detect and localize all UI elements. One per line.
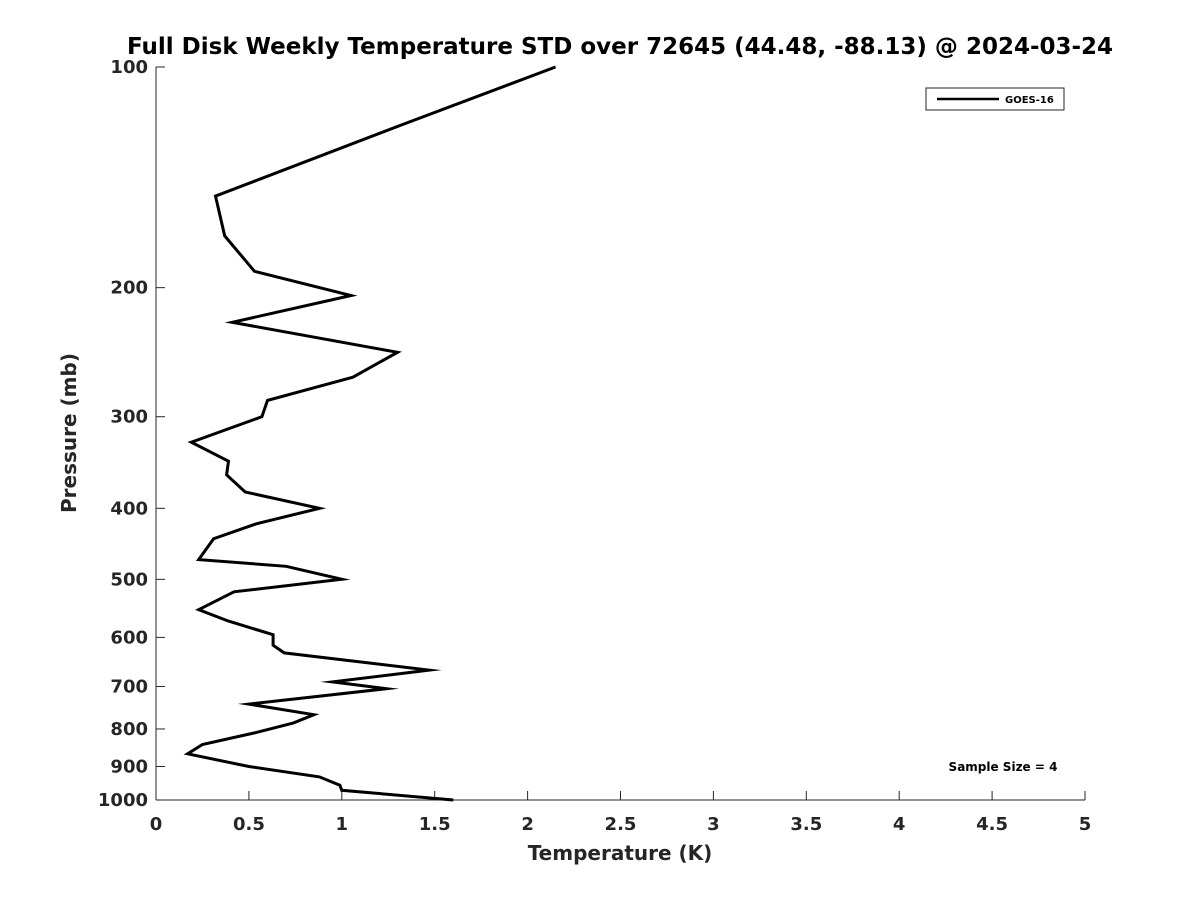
x-tick-label: 1.5 xyxy=(419,814,451,835)
y-tick-label: 800 xyxy=(110,719,148,740)
x-tick-label: 2 xyxy=(521,814,534,835)
y-tick-label: 100 xyxy=(110,57,148,78)
plot-area xyxy=(156,67,1085,800)
chart-title: Full Disk Weekly Temperature STD over 72… xyxy=(127,34,1113,60)
x-tick-label: 3 xyxy=(707,814,720,835)
y-tick-label: 1000 xyxy=(98,790,148,811)
x-tick-label: 0.5 xyxy=(233,814,265,835)
sample-size-annotation: Sample Size = 4 xyxy=(949,760,1058,774)
legend: GOES-16 xyxy=(925,87,1065,111)
x-tick-label: 3.5 xyxy=(790,814,822,835)
y-tick-label: 200 xyxy=(110,278,148,299)
y-tick-label: 900 xyxy=(110,756,148,777)
legend-label: GOES-16 xyxy=(1005,95,1054,106)
x-tick-label: 1 xyxy=(336,814,349,835)
y-tick-label: 600 xyxy=(110,627,148,648)
x-tick-label: 4.5 xyxy=(976,814,1008,835)
y-tick-label: 300 xyxy=(110,407,148,428)
y-tick-label: 500 xyxy=(110,569,148,590)
x-tick-label: 0 xyxy=(150,814,163,835)
x-tick-label: 4 xyxy=(893,814,906,835)
y-axis-ticks: 100 200 300 400 500 600 700 800 900 1000 xyxy=(98,57,165,811)
x-tick-label: 5 xyxy=(1079,814,1092,835)
y-tick-label: 700 xyxy=(110,676,148,697)
x-axis-label: Temperature (K) xyxy=(528,841,713,865)
y-axis-label: Pressure (mb) xyxy=(57,353,81,513)
x-axis-ticks: 0 0.5 1 1.5 2 2.5 3 3.5 4 4.5 5 xyxy=(150,791,1092,835)
x-tick-label: 2.5 xyxy=(605,814,637,835)
series-layer xyxy=(183,65,557,802)
series-line xyxy=(183,65,557,802)
y-tick-label: 400 xyxy=(110,498,148,519)
